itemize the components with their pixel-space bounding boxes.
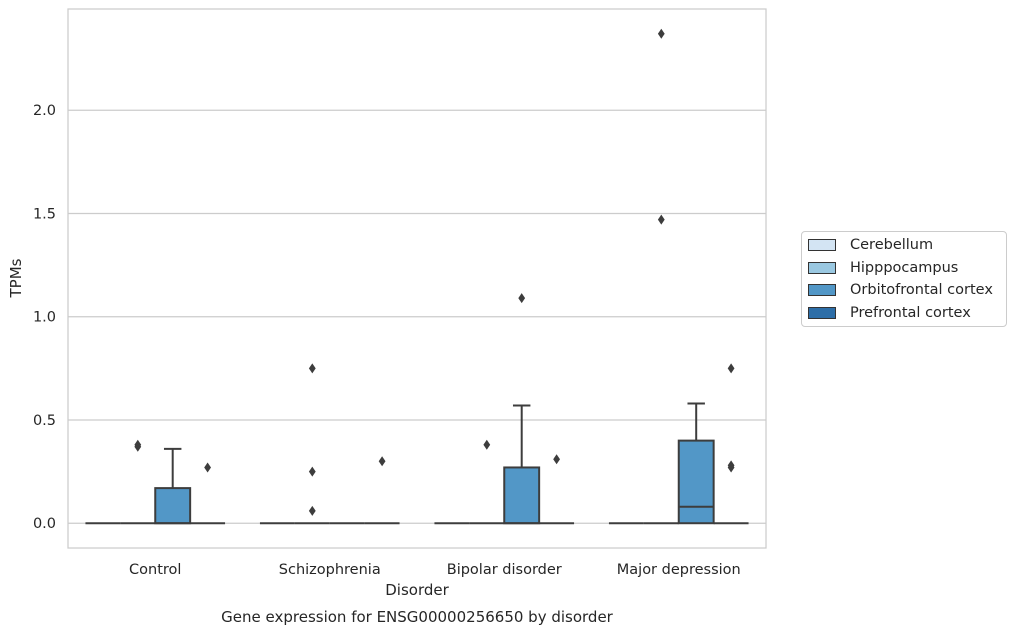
legend-swatch <box>808 239 836 251</box>
box-body <box>503 466 541 525</box>
box-hipppocampus <box>120 439 156 525</box>
legend-item-prefrontal-cortex: Prefrontal cortex <box>808 303 971 323</box>
outlier-point <box>657 214 665 225</box>
outlier-point <box>727 363 735 374</box>
outlier-point <box>518 293 526 304</box>
box-body <box>677 439 715 525</box>
box-body <box>154 487 192 525</box>
box-hipppocampus <box>294 363 330 525</box>
boxes <box>85 28 749 525</box>
legend-item-orbitofrontal-cortex: Orbitofrontal cortex <box>808 280 993 300</box>
x-axis-ticks: Control Schizophrenia Bipolar disorder Majo… <box>129 562 741 578</box>
outlier-point <box>134 439 142 450</box>
x-tick-label: Bipolar disorder <box>447 562 562 578</box>
x-axis-label: Disorder <box>385 581 449 599</box>
outlier-point <box>308 505 316 516</box>
x-tick-label: Major depression <box>617 562 741 578</box>
box-prefrontal-cortex <box>190 462 226 525</box>
x-tick-label: Control <box>129 562 181 578</box>
legend-item-cerebellum: Cerebellum <box>808 235 933 255</box>
outlier-point <box>204 462 211 473</box>
box-prefrontal-cortex <box>539 454 575 525</box>
legend-label: Prefrontal cortex <box>850 305 971 321</box>
outlier-point <box>308 466 316 477</box>
box-prefrontal-cortex <box>364 456 400 525</box>
box-prefrontal-cortex <box>713 363 749 525</box>
legend-swatch <box>808 262 836 274</box>
legend-label: Cerebellum <box>850 237 934 253</box>
y-axis-label: TPMs <box>7 258 25 298</box>
outlier-point <box>727 462 735 473</box>
y-tick-label: 1.5 <box>33 206 56 222</box>
outlier-point <box>308 363 316 374</box>
outlier-point <box>378 456 386 467</box>
y-axis-ticks: 0.0 0.5 1.0 1.5 2.0 <box>33 103 56 532</box>
box-orbitofrontal-cortex <box>503 293 541 525</box>
x-tick-label: Schizophrenia <box>279 562 381 578</box>
plot-frame <box>67 8 767 549</box>
y-tick-label: 2.0 <box>33 103 56 119</box>
box-hipppocampus <box>643 28 679 525</box>
box-hipppocampus <box>469 439 505 525</box>
box-orbitofrontal-cortex <box>154 447 192 525</box>
outlier-point <box>657 28 665 39</box>
legend-label: Hipppocampus <box>850 260 959 276</box>
chart-caption: Gene expression for ENSG00000256650 by d… <box>221 608 614 626</box>
box-orbitofrontal-cortex <box>677 402 715 525</box>
outlier-point <box>553 454 560 465</box>
legend-label: Orbitofrontal cortex <box>850 282 993 298</box>
outlier-point <box>483 439 491 450</box>
legend-item-hippocampus: Hipppocampus <box>808 258 958 278</box>
y-tick-label: 0.0 <box>33 516 56 532</box>
legend: Cerebellum Hipppocampus Orbitofrontal co… <box>801 231 1007 327</box>
y-tick-label: 0.5 <box>33 413 56 429</box>
legend-swatch <box>808 307 836 319</box>
y-tick-label: 1.0 <box>33 310 56 326</box>
legend-swatch <box>808 284 836 296</box>
